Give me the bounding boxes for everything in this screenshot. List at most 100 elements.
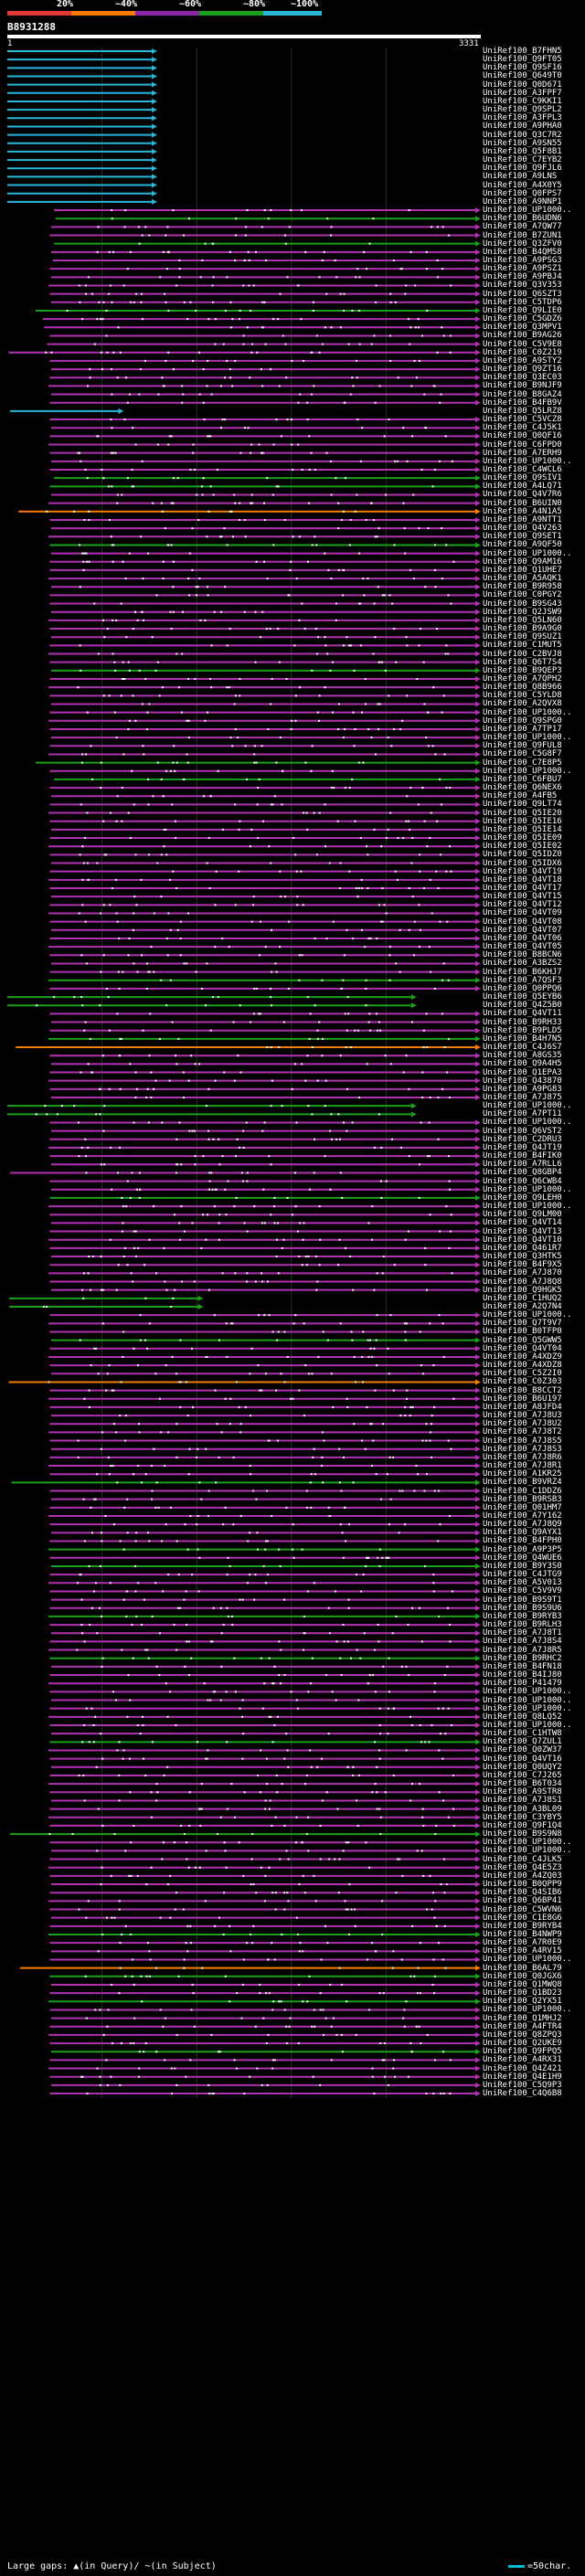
hit-label[interactable]: UniRef100_C5V9V9 [483,1586,562,1596]
hit-label[interactable]: UniRef100_Q9FPQ5 [483,2047,562,2057]
hit-label[interactable]: UniRef100_Q0PPQ6 [483,983,562,993]
hit-label[interactable]: UniRef100_A7QPH2 [483,674,562,684]
hit-label[interactable]: UniRef100_UP1000.. [483,1118,572,1128]
hit-label[interactable]: UniRef100_UP1000.. [483,1202,572,1212]
hit-label[interactable]: UniRef100_UP1000.. [483,548,572,558]
hit-label[interactable]: UniRef100_Q4VT19 [483,866,562,876]
hit-label[interactable]: UniRef100_A4LQ71 [483,482,562,492]
hit-label[interactable]: UniRef100_Q3C7R2 [483,130,562,140]
hit-label[interactable]: UniRef100_A9P3P5 [483,1544,562,1554]
hit-label[interactable]: UniRef100_Q9SPG0 [483,716,562,726]
hit-label[interactable]: UniRef100_Q0FPS7 [483,188,562,198]
hit-label[interactable]: UniRef100_Q5LRZ8 [483,406,562,416]
hit-label[interactable]: UniRef100_B7FHN5 [483,47,562,56]
hit-label[interactable]: UniRef100_Q9LM00 [483,1210,562,1220]
hit-label[interactable]: UniRef100_B4FN18 [483,1661,562,1671]
hit-label[interactable]: UniRef100_Q9LIE0 [483,305,562,315]
hit-label[interactable]: UniRef100_B9RHC2 [483,1653,562,1663]
hit-label[interactable]: UniRef100_A4X0Y5 [483,180,562,190]
hit-label[interactable]: UniRef100_A7TP17 [483,724,562,734]
hit-label[interactable]: UniRef100_B8BCN6 [483,950,562,960]
hit-label[interactable]: UniRef100_Q4VT11 [483,1009,562,1019]
hit-label[interactable]: UniRef100_C5Z2I0 [483,1369,562,1379]
hit-label[interactable]: UniRef100_A2Q7N4 [483,1302,562,1311]
hit-label[interactable]: UniRef100_Q9SIV1 [483,473,562,483]
hit-label[interactable]: UniRef100_C5WVN6 [483,1904,562,1914]
hit-label[interactable]: UniRef100_Q9SUZ1 [483,632,562,642]
hit-label[interactable]: UniRef100_Q2JSW9 [483,607,562,617]
hit-label[interactable]: UniRef100_B9A9G0 [483,624,562,634]
hit-label[interactable]: UniRef100_UP1000.. [483,733,572,743]
hit-label[interactable]: UniRef100_Q3V353 [483,281,562,291]
hit-label[interactable]: UniRef100_Q9SET1 [483,532,562,542]
hit-label[interactable]: UniRef100_A7R0E9 [483,1938,562,1948]
hit-label[interactable]: UniRef100_Q9AYX1 [483,1528,562,1538]
hit-label[interactable]: UniRef100_Q9LT74 [483,800,562,810]
hit-label[interactable]: UniRef100_A7PT11 [483,1109,562,1119]
hit-label[interactable]: UniRef100_B4FB9V [483,398,562,408]
hit-label[interactable]: UniRef100_Q4VT05 [483,942,562,952]
hit-label[interactable]: UniRef100_C7E8P5 [483,758,562,768]
hit-label[interactable]: UniRef100_B9S9T1 [483,1595,562,1605]
hit-label[interactable]: UniRef100_Q01HM7 [483,1502,562,1512]
hit-label[interactable]: UniRef100_Q5IE02 [483,842,562,852]
hit-label[interactable]: UniRef100_P41479 [483,1679,562,1689]
hit-label[interactable]: UniRef100_A2QVX8 [483,699,562,709]
hit-label[interactable]: UniRef100_B9R958 [483,582,562,592]
hit-label[interactable]: UniRef100_Q7T9V7 [483,1319,562,1329]
hit-label[interactable]: UniRef100_B8CCT2 [483,1385,562,1395]
hit-label[interactable]: UniRef100_Q6VST2 [483,1126,562,1136]
hit-label[interactable]: UniRef100_C7EYB2 [483,155,562,165]
hit-label[interactable]: UniRef100_B9Y3S0 [483,1561,562,1571]
hit-label[interactable]: UniRef100_C7J265 [483,1770,562,1780]
hit-label[interactable]: UniRef100_A7QW77 [483,222,562,232]
hit-label[interactable]: UniRef100_A1KR25 [483,1469,562,1479]
hit-label[interactable]: UniRef100_UP1000.. [483,1721,572,1730]
hit-label[interactable]: UniRef100_Q1MWQ8 [483,1979,562,1989]
hit-label[interactable]: UniRef100_B9S9N8 [483,1829,562,1839]
hit-label[interactable]: UniRef100_Q5IE09 [483,833,562,843]
hit-label[interactable]: UniRef100_B4QMS8 [483,247,562,257]
hit-label[interactable]: UniRef100_Q4VT12 [483,900,562,910]
hit-label[interactable]: UniRef100_Q4VT07 [483,925,562,935]
hit-label[interactable]: UniRef100_Q6BP41 [483,1896,562,1906]
hit-label[interactable]: UniRef100_A9LNS [483,172,558,182]
hit-label[interactable]: UniRef100_B0QPP9 [483,1880,562,1890]
hit-label[interactable]: UniRef100_B4NWP9 [483,1930,562,1939]
hit-label[interactable]: UniRef100_Q43870 [483,1076,562,1086]
hit-label[interactable]: UniRef100_A7J8Q8 [483,1277,562,1287]
hit-label[interactable]: UniRef100_B4FPH0 [483,1536,562,1546]
hit-label[interactable]: UniRef100_A9QF50 [483,540,562,550]
hit-label[interactable]: UniRef100_C1HUQ2 [483,1293,562,1303]
hit-label[interactable]: UniRef100_Q5IE14 [483,824,562,834]
hit-label[interactable]: UniRef100_A7J8S5 [483,1436,562,1446]
hit-label[interactable]: UniRef100_Q4JT19 [483,1142,562,1152]
hit-label[interactable]: UniRef100_Q4VT13 [483,1226,562,1236]
hit-label[interactable]: UniRef100_Q2YX51 [483,1997,562,2007]
hit-label[interactable]: UniRef100_A9STR8 [483,1787,562,1797]
hit-label[interactable]: UniRef100_UP1000.. [483,1310,572,1320]
hit-label[interactable]: UniRef100_C1E8G6 [483,1913,562,1923]
hit-label[interactable]: UniRef100_B6UDN6 [483,214,562,224]
hit-label[interactable]: UniRef100_Q4E5Z3 [483,1862,562,1872]
hit-label[interactable]: UniRef100_A7J8R5 [483,1645,562,1655]
hit-label[interactable]: UniRef100_C1DDZ6 [483,1486,562,1496]
hit-label[interactable]: UniRef100_A4FTR4 [483,2021,562,2031]
hit-label[interactable]: UniRef100_C5YLD8 [483,691,562,701]
hit-label[interactable]: UniRef100_A4ZQ03 [483,1871,562,1881]
hit-label[interactable]: UniRef100_B4FIK0 [483,1151,562,1161]
hit-label[interactable]: UniRef100_Q4V7R6 [483,490,562,500]
hit-label[interactable]: UniRef100_B9RLH3 [483,1620,562,1630]
hit-label[interactable]: UniRef100_A5V013 [483,1578,562,1588]
hit-label[interactable]: UniRef100_B6U197 [483,1394,562,1404]
hit-label[interactable]: UniRef100_Q4VT17 [483,884,562,893]
hit-label[interactable]: UniRef100_C4WCL6 [483,465,562,474]
hit-label[interactable]: UniRef100_UP1000.. [483,1955,572,1965]
hit-label[interactable]: UniRef100_B6AL79 [483,1963,562,1973]
hit-label[interactable]: UniRef100_B9PLD5 [483,1025,562,1035]
hit-label[interactable]: UniRef100_Q9SF16 [483,63,562,73]
hit-label[interactable]: UniRef100_Q9SPL2 [483,105,562,115]
hit-label[interactable]: UniRef100_Q461R7 [483,1243,562,1253]
hit-label[interactable]: UniRef100_A7J8U3 [483,1411,562,1421]
hit-label[interactable]: UniRef100_A4N1A5 [483,506,562,516]
